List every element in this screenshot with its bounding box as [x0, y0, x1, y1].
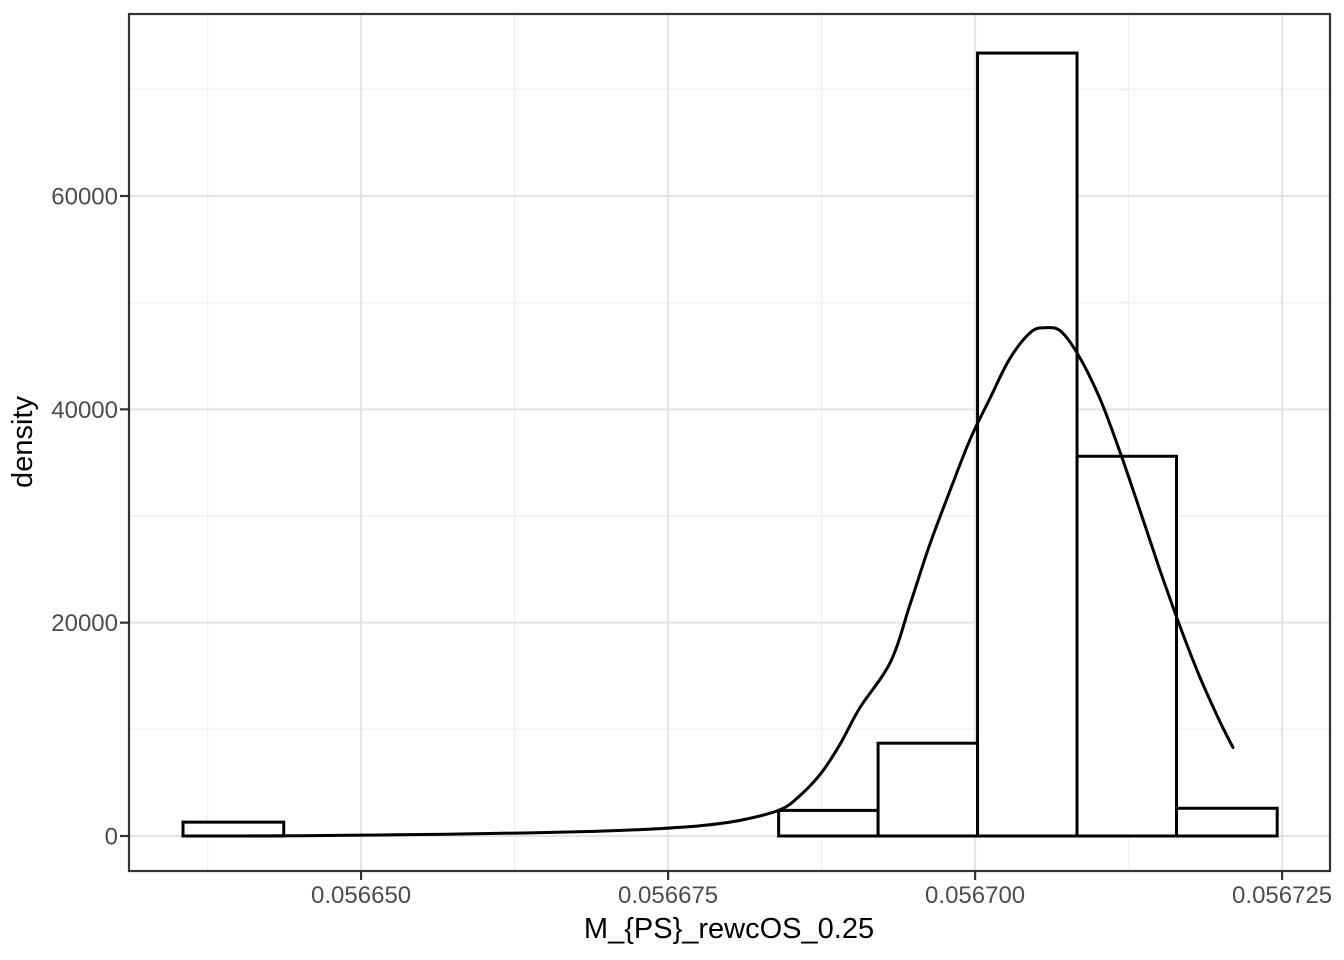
x-axis-title: M_{PS}_rewcOS_0.25 — [584, 913, 874, 945]
y-tick-label: 0 — [105, 824, 118, 851]
y-tick-label: 60000 — [51, 184, 118, 211]
histogram-bar — [1174, 806, 1279, 838]
axis-tick-marks — [120, 194, 1284, 880]
panel-border — [127, 12, 1332, 873]
minor-gridlines — [129, 14, 1330, 871]
x-tick-label: 0.056675 — [618, 882, 718, 909]
y-tick-label: 40000 — [51, 397, 118, 424]
histogram-bar — [876, 741, 980, 838]
y-axis-title: density — [7, 396, 39, 488]
histogram-bars — [181, 51, 1279, 838]
y-tick-label: 20000 — [51, 610, 118, 637]
x-tick-label: 0.056725 — [1232, 882, 1332, 909]
axis-tick-labels: 0.056650 0.056675 0.056700 0.056725 0 20000 40… — [51, 184, 1332, 909]
density-curve — [238, 326, 1235, 838]
histogram-bar — [181, 820, 286, 838]
x-tick-label: 0.056650 — [311, 882, 411, 909]
histogram-bar — [976, 51, 1079, 838]
x-tick-label: 0.056700 — [925, 882, 1025, 909]
histogram-bar — [777, 808, 880, 838]
histogram-bar — [1075, 454, 1178, 838]
